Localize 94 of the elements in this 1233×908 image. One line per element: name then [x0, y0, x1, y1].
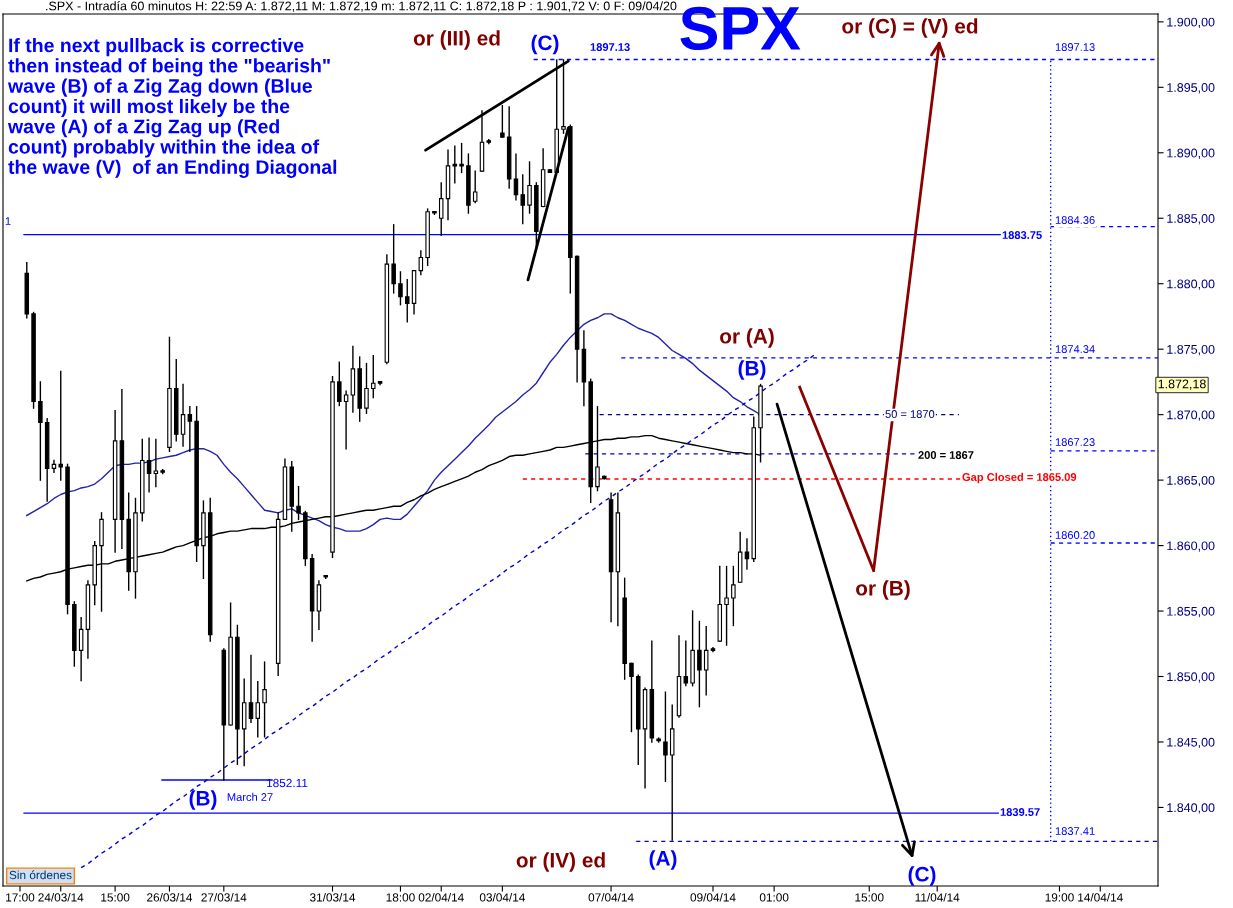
annotation: (C) — [908, 866, 936, 886]
candlestick — [472, 170, 478, 204]
ref-line-label: 200 = 1867 — [918, 451, 974, 459]
candlestick — [438, 182, 444, 236]
candlestick — [38, 381, 43, 481]
candlestick — [513, 153, 519, 201]
annotation: or (IV) ed — [516, 852, 605, 872]
chart-title: SPX — [680, 6, 801, 50]
x-tick-label: 11/04/14 — [915, 892, 960, 902]
candlestick — [153, 438, 159, 488]
candlestick — [500, 104, 505, 138]
y-tick-label: 1.895,00 — [1167, 83, 1215, 94]
y-tick-label: 1.855,00 — [1167, 606, 1215, 618]
x-tick-label: 18:00 — [386, 893, 415, 902]
x-tick-label: 31/03/14 — [309, 892, 356, 902]
candlestick — [255, 681, 261, 738]
candlestick — [404, 279, 410, 323]
annotation: 1852.11 — [267, 778, 308, 788]
candlestick — [744, 538, 750, 570]
annotation: March 27 — [227, 792, 273, 801]
x-tick-label: 19:00 — [1045, 893, 1074, 902]
candlestick — [248, 654, 254, 724]
ref-line-label: 1837.41 — [1055, 827, 1095, 835]
x-tick-label: 07/04/14 — [588, 892, 634, 902]
candlestick — [731, 565, 736, 627]
annotation: Sin órdenes — [9, 870, 72, 880]
x-tick-label: 01:00 — [759, 893, 789, 902]
ref-line-label: 1867.23 — [1055, 438, 1095, 446]
y-tick-label: 1.845,00 — [1167, 737, 1215, 749]
annotation: 1897.13 — [1055, 43, 1095, 51]
ref-line-label: 1839.57 — [1000, 808, 1040, 816]
y-tick-label: 1.880,00 — [1167, 279, 1215, 290]
x-tick-label: 09/04/14 — [690, 892, 736, 902]
x-tick-label: 02/04/14 — [418, 892, 464, 902]
text: .SPX - Intradía 60 minutos H: 22:59 A: 1.872,11 M: 1.872,19 m: 1.872,11 C: 1.872,18 P : 1.901,72 V: 0 F: 09/04/20 — [46, 1, 677, 12]
candlestick — [78, 616, 84, 682]
candlestick — [187, 406, 193, 453]
candlestick — [337, 361, 342, 407]
candlestick — [51, 459, 57, 473]
ref-line-label: 1883.75 — [1002, 231, 1042, 239]
ref-line-label: 1884.36 — [1055, 216, 1095, 224]
candlestick — [418, 250, 424, 276]
ref-line-label: 50 = 1870 — [885, 410, 935, 418]
text: 1 — [5, 217, 11, 225]
candlestick — [296, 485, 301, 521]
y-tick-label: 1.850,00 — [1167, 672, 1215, 683]
candlestick — [683, 640, 689, 687]
annotation: or (C) = (V) ed — [842, 18, 978, 38]
annotation: or (III) ed — [413, 30, 500, 50]
x-tick-label: 27/03/14 — [201, 892, 247, 902]
y-tick-label: 1.870,00 — [1167, 410, 1215, 421]
annotation: or (A) — [720, 328, 774, 348]
y-tick-label: 1.875,00 — [1167, 344, 1215, 356]
x-tick-label: 24/03/14 — [38, 892, 84, 902]
x-tick-label: 03/04/14 — [479, 892, 525, 902]
candlestick — [452, 145, 458, 184]
y-tick-label: 1.865,00 — [1167, 475, 1215, 487]
ref-line-label: 1860.20 — [1055, 531, 1095, 539]
ref-line-label: Gap Closed = 1865.09 — [962, 472, 1077, 484]
candlestick — [520, 174, 526, 225]
candlestick — [663, 691, 668, 782]
candlestick — [703, 626, 709, 696]
annotation: (B) — [738, 360, 766, 380]
annotation: (A) — [649, 850, 677, 870]
candlestick — [371, 355, 376, 399]
annotation: (B) — [189, 790, 217, 810]
x-tick-label: 26/03/14 — [147, 892, 193, 902]
y-tick-label: 1.890,00 — [1167, 148, 1215, 159]
ref-line-label: 1897.13 — [590, 43, 630, 51]
candlestick — [459, 142, 464, 174]
candlestick — [527, 161, 532, 214]
candlestick — [58, 370, 64, 481]
candlestick — [180, 383, 186, 447]
x-tick-label: 17:00 — [6, 893, 35, 902]
candlestick — [724, 565, 729, 646]
annotation: If the next pullback is corrective then instead of being the "bearish" wave (B) of a Zig Zag down (Blue count) it will most likely be the wave (A) of a Zig Zag up (Red count) probably within the idea of the wave (V) of an Ending Diagonal — [7, 38, 337, 178]
candlestick — [398, 271, 403, 306]
annotation: or (B) — [856, 580, 910, 600]
y-tick-label: 1.900,00 — [1167, 17, 1215, 28]
x-tick-label: 15:00 — [855, 893, 884, 902]
candlestick — [697, 620, 702, 708]
y-tick-label: 1.860,00 — [1167, 541, 1215, 552]
text: 1.872,18 — [1158, 379, 1206, 390]
y-tick-label: 1.885,00 — [1167, 214, 1215, 225]
x-tick-label: 14/04/14 — [1078, 892, 1123, 902]
candlestick — [391, 224, 396, 294]
ref-line-label: 1874.34 — [1055, 345, 1095, 353]
candlestick — [262, 661, 267, 738]
candlestick — [629, 662, 634, 733]
candlestick — [364, 362, 369, 415]
y-tick-label: 1.840,00 — [1167, 803, 1215, 814]
annotation: (C) — [531, 34, 559, 55]
candlestick — [343, 390, 349, 450]
x-tick-label: 15:00 — [101, 893, 130, 902]
